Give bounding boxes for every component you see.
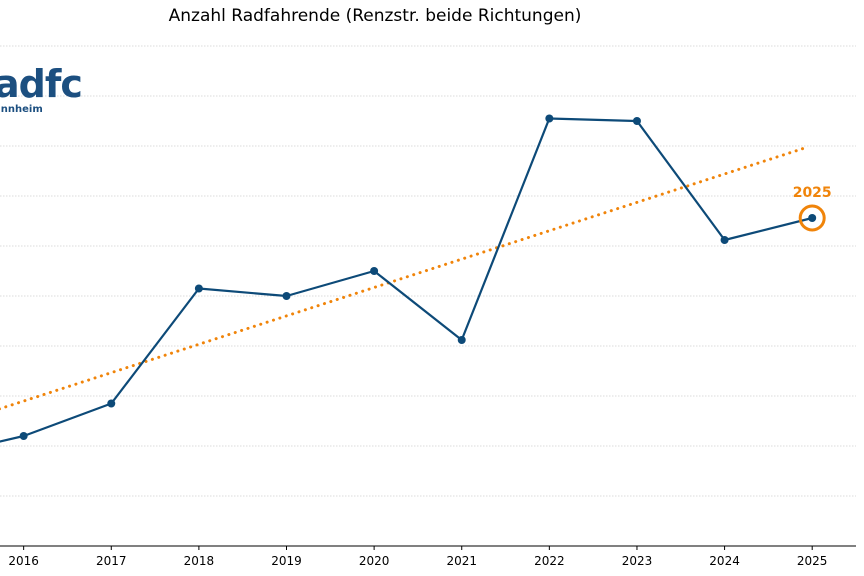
x-tick-label: 2020 xyxy=(359,554,390,568)
x-tick-label: 2023 xyxy=(622,554,653,568)
x-tick-label: 2024 xyxy=(709,554,740,568)
x-axis: 2016 2017 2018 2019 2020 2021 2022 2023 2024 2025 xyxy=(0,545,856,568)
data-point xyxy=(194,284,203,293)
trend-line xyxy=(0,145,810,411)
data-point xyxy=(545,114,554,123)
data-point xyxy=(370,267,379,275)
data-point xyxy=(720,236,729,244)
x-tick-label: 2022 xyxy=(534,554,565,568)
highlight-ring xyxy=(798,204,826,232)
data-point xyxy=(457,336,466,344)
chart-title: Anzahl Radfahrende (Renzstr. beide Richt… xyxy=(168,6,582,26)
grid-lines xyxy=(0,45,856,497)
x-tick-label: 2019 xyxy=(271,554,302,568)
x-tick-label: 2021 xyxy=(446,554,477,568)
x-tick-label: 2018 xyxy=(184,554,215,568)
adfc-logo: adfc annheim xyxy=(0,62,94,122)
highlight-label: 2025 xyxy=(793,185,832,201)
data-point xyxy=(632,117,641,125)
series-group xyxy=(0,114,817,443)
data-point xyxy=(19,432,28,440)
highlight-group: 2025 xyxy=(793,185,832,232)
data-point xyxy=(282,292,291,300)
trend-line-group xyxy=(0,145,810,411)
logo-subtext: annheim xyxy=(0,104,43,115)
x-tick-label: 2017 xyxy=(96,554,127,568)
data-point xyxy=(107,399,116,408)
series-line xyxy=(0,117,813,443)
x-tick-label: 2025 xyxy=(797,554,828,568)
data-point xyxy=(808,214,817,222)
logo-wordmark: adfc xyxy=(0,62,83,106)
x-tick-label: 2016 xyxy=(8,554,39,568)
